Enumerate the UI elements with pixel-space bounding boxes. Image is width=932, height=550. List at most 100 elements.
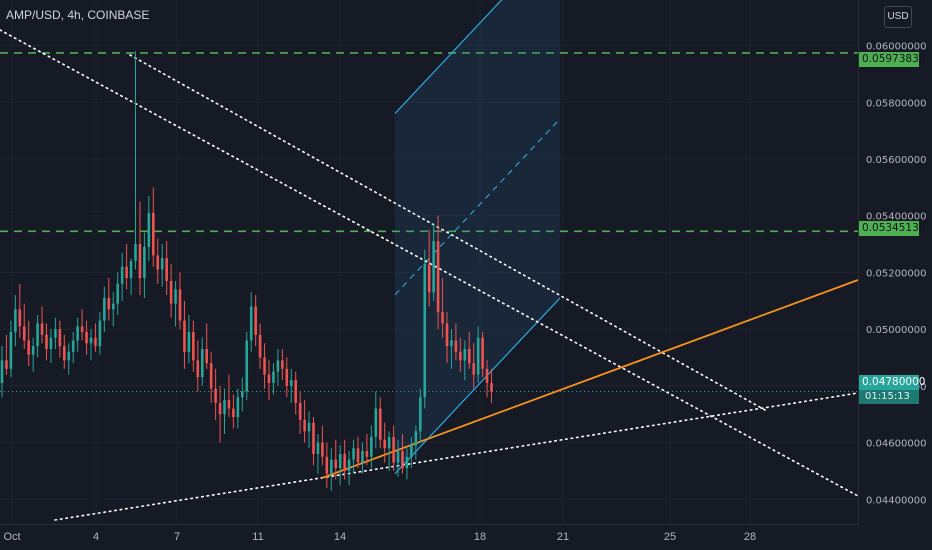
candle-body bbox=[263, 357, 266, 375]
channel-fill bbox=[395, 0, 560, 474]
candle-body bbox=[254, 306, 257, 335]
candlesticks bbox=[0, 51, 493, 491]
candle-body bbox=[232, 408, 235, 418]
candle-body bbox=[249, 306, 253, 341]
price-tick-label: 0.04600000 bbox=[866, 439, 926, 450]
time-tick-label: 21 bbox=[557, 531, 569, 543]
candle-body bbox=[71, 340, 75, 352]
candle-body bbox=[200, 349, 204, 378]
symbol-title[interactable]: AMP/USD, 4h, COINBASE bbox=[6, 8, 150, 22]
candle-body bbox=[103, 297, 106, 321]
bar-countdown: 01:15:13 bbox=[859, 390, 919, 404]
candle-body bbox=[178, 289, 182, 321]
candle-body bbox=[0, 360, 4, 384]
price-tick-label: 0.06000000 bbox=[866, 42, 926, 53]
candle-body bbox=[54, 329, 57, 338]
candle-body bbox=[223, 400, 226, 415]
candle-body bbox=[481, 337, 484, 369]
candle-body bbox=[365, 451, 369, 457]
candle-body bbox=[156, 255, 160, 270]
candle-body bbox=[107, 297, 111, 310]
candle-body bbox=[111, 303, 115, 310]
candle-body bbox=[423, 263, 427, 398]
candle-body bbox=[58, 329, 62, 347]
candle-body bbox=[347, 459, 351, 471]
candle-body bbox=[325, 456, 329, 474]
candle-body bbox=[485, 368, 489, 384]
time-tick-label: 7 bbox=[174, 531, 180, 543]
candle-body bbox=[387, 436, 391, 449]
candle-body bbox=[267, 374, 271, 384]
candle-body bbox=[476, 337, 480, 375]
candle-body bbox=[410, 445, 413, 457]
candle-body bbox=[147, 212, 151, 247]
price-tick-label: 0.05400000 bbox=[866, 212, 926, 223]
last-price-tag: 0.04780000 bbox=[859, 375, 925, 390]
time-tick-label: 28 bbox=[744, 531, 756, 543]
channel-median-line bbox=[394, 118, 561, 296]
candle-body bbox=[316, 442, 320, 454]
candle-body bbox=[36, 323, 39, 347]
candle-body bbox=[9, 331, 13, 369]
candle-body bbox=[214, 388, 217, 403]
candle-body bbox=[436, 241, 440, 313]
candle-body bbox=[160, 258, 164, 270]
candle-body bbox=[63, 346, 66, 361]
candle-body bbox=[330, 459, 333, 474]
time-tick-label: 4 bbox=[93, 531, 99, 543]
time-axis[interactable]: Oct 4 7 11 14 18 21 25 28 bbox=[3, 531, 756, 543]
candle-body bbox=[432, 241, 435, 293]
candle-body bbox=[85, 331, 88, 344]
candle-body bbox=[183, 320, 186, 352]
candle-body bbox=[76, 326, 79, 341]
candle-body bbox=[334, 459, 338, 469]
currency-button[interactable]: USD bbox=[884, 6, 912, 28]
candle-body bbox=[241, 391, 244, 398]
candle-body bbox=[129, 261, 133, 279]
candle-body bbox=[298, 402, 302, 420]
time-tick-label: Oct bbox=[3, 531, 20, 543]
time-tick-label: 18 bbox=[474, 531, 486, 543]
candle-body bbox=[312, 422, 315, 454]
candle-body bbox=[285, 368, 289, 386]
price-tick-label: 0.05600000 bbox=[866, 155, 926, 166]
candle-body bbox=[356, 448, 360, 463]
candle-body bbox=[405, 456, 409, 469]
candle-body bbox=[352, 448, 355, 460]
candle-body bbox=[227, 400, 231, 409]
candle-body bbox=[450, 340, 453, 347]
candle-body bbox=[281, 360, 284, 369]
candle-body bbox=[472, 363, 475, 375]
candle-body bbox=[27, 340, 30, 355]
candle-body bbox=[338, 453, 342, 469]
candle-body bbox=[40, 323, 44, 335]
time-axis-divider bbox=[0, 524, 858, 525]
price-tick-label: 0.04400000 bbox=[866, 495, 926, 506]
candle-body bbox=[22, 326, 26, 341]
candle-body bbox=[378, 408, 382, 440]
candle-body bbox=[454, 340, 458, 352]
candle-body bbox=[294, 380, 297, 403]
lower-level-price-tag: 0.05345130 bbox=[859, 221, 925, 236]
price-tick-label: 0.05200000 bbox=[866, 268, 926, 279]
candle-body bbox=[18, 309, 22, 327]
candle-body bbox=[31, 346, 35, 355]
candle-body bbox=[490, 383, 493, 392]
price-axis[interactable]: 0.044000000.046000000.048000000.05000000… bbox=[866, 42, 926, 507]
candle-body bbox=[370, 436, 373, 457]
price-tick-label: 0.05000000 bbox=[866, 325, 926, 336]
descending-trendline-upper bbox=[0, 29, 859, 497]
candle-body bbox=[276, 360, 280, 372]
candle-body bbox=[401, 451, 404, 469]
candle-body bbox=[116, 283, 119, 304]
candle-body bbox=[396, 451, 400, 463]
descending-trendline-lower bbox=[129, 54, 766, 411]
candle-body bbox=[5, 360, 8, 369]
price-axis-divider bbox=[858, 0, 859, 524]
candle-body bbox=[441, 312, 444, 324]
candle-body bbox=[383, 439, 386, 449]
candle-body bbox=[289, 380, 293, 386]
candle-body bbox=[445, 323, 449, 347]
drawing-tools[interactable] bbox=[0, 0, 859, 521]
